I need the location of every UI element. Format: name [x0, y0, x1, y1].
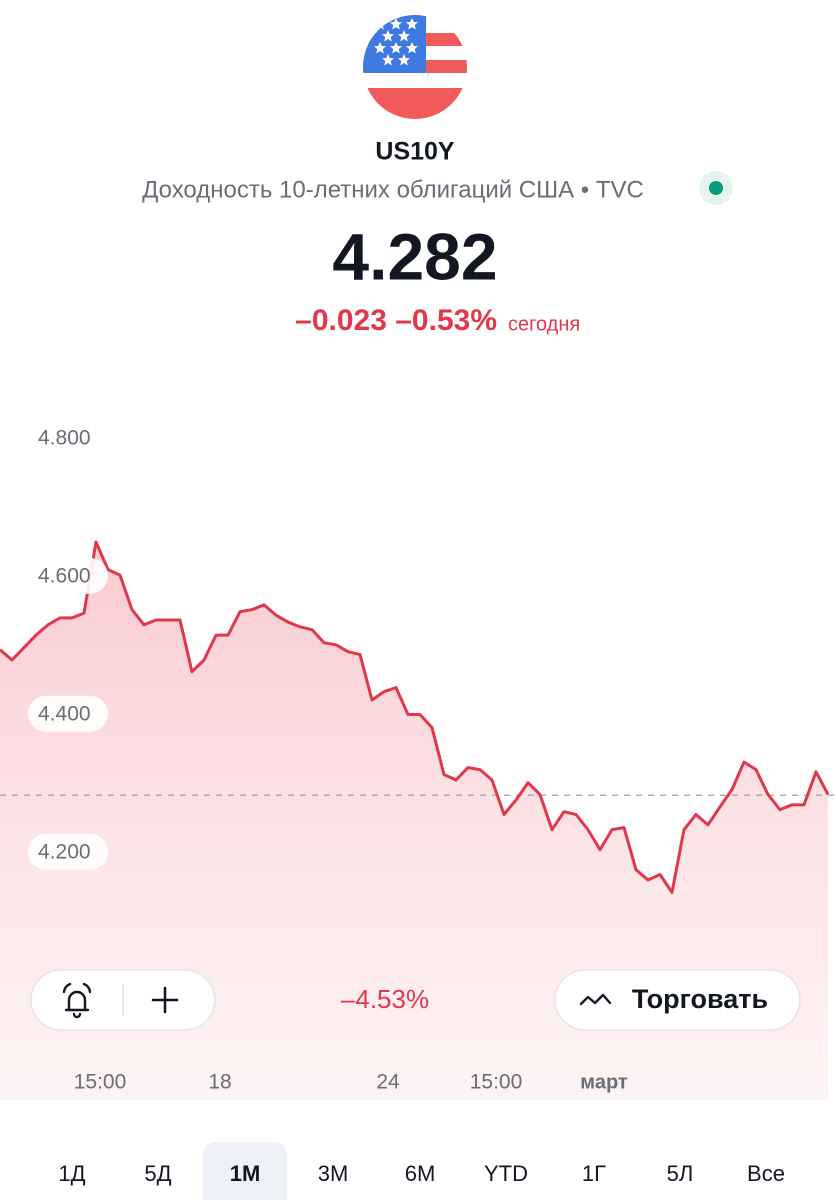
symbol: US10Y: [375, 138, 455, 166]
add-button[interactable]: [151, 986, 179, 1014]
y-tick-label: 4.800: [38, 426, 91, 449]
trade-button-bg[interactable]: [554, 969, 801, 1031]
flag-icon: [363, 15, 467, 119]
period-tab[interactable]: 3М: [318, 1161, 349, 1186]
trade-button[interactable]: Торговать: [554, 969, 801, 1031]
x-tick-label: 18: [208, 1071, 231, 1094]
y-tick-pill: [28, 833, 108, 870]
period-change: –4.53%: [341, 984, 429, 1014]
period-tab[interactable]: YTD: [484, 1161, 528, 1186]
price: 4.282: [332, 219, 497, 293]
period-tab[interactable]: 1Г: [582, 1161, 606, 1186]
area-fill: [0, 542, 828, 1100]
period-tab[interactable]: 1Д: [58, 1161, 85, 1186]
period-tab[interactable]: 5Л: [667, 1161, 694, 1186]
y-tick-label: 4.200: [38, 840, 91, 863]
alert-add-group: [30, 969, 216, 1031]
y-tick-label: 4.600: [38, 564, 91, 587]
x-tick-label: 15:00: [470, 1071, 523, 1094]
change-note: сегодня: [508, 313, 580, 335]
y-tick-label: 4.400: [38, 702, 91, 725]
price-change: –0.023 –0.53%: [295, 304, 497, 337]
chart: 4.800 4.600 4.400 4.200 15:00 18 24 15:00 март: [0, 419, 836, 1100]
y-tick-pill: [28, 557, 108, 594]
selected-tab-bg: [203, 1142, 287, 1200]
period-tab[interactable]: 1М: [230, 1161, 261, 1186]
y-tick-pill: [28, 419, 108, 456]
period-tabs: 1Д 5Д 1М 3М 6М YTD 1Г 5Л Все: [58, 1142, 785, 1200]
trade-icon: [579, 993, 612, 1006]
period-tab[interactable]: 5Д: [144, 1161, 171, 1186]
x-tick-label: 15:00: [74, 1071, 127, 1094]
x-tick-label: март: [580, 1071, 628, 1093]
y-tick-pill: [28, 695, 108, 732]
price-line: [0, 540, 830, 894]
status-dot: [709, 181, 723, 195]
x-tick-label: 24: [376, 1071, 400, 1094]
trade-label[interactable]: Торговать: [632, 984, 768, 1014]
alert-button[interactable]: [62, 982, 92, 1019]
subtitle: Доходность 10-летних облигаций США • TVC: [142, 176, 644, 203]
period-tab[interactable]: Все: [747, 1161, 785, 1186]
period-tab[interactable]: 6М: [405, 1161, 436, 1186]
